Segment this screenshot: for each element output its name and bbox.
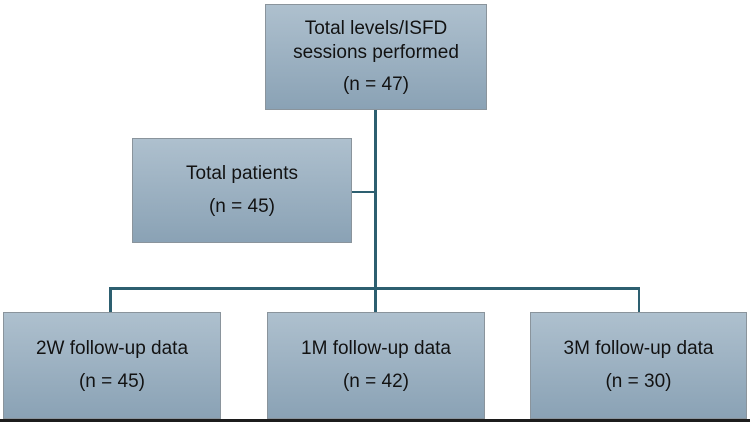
figure-bottom-rule [0, 419, 750, 422]
node-total-sessions: Total levels/ISFD sessions performed (n … [265, 4, 487, 110]
connector-right-drop [637, 287, 640, 313]
node-total-patients-label: Total patients [186, 163, 298, 185]
node-followup-1m-n: (n = 42) [342, 371, 409, 392]
node-followup-2w-label: 2W follow-up data [35, 338, 189, 360]
node-total-sessions-n: (n = 47) [342, 74, 409, 96]
node-total-sessions-label: Total levels/ISFD sessions performed [293, 17, 459, 63]
node-followup-1m-label: 1M follow-up data [301, 338, 451, 360]
connector-left-drop [109, 287, 112, 313]
connector-main-vertical [374, 110, 377, 313]
node-followup-2w: 2W follow-up data (n = 45) [3, 312, 221, 419]
node-followup-3m-label: 3M follow-up data [563, 338, 714, 360]
node-followup-2w-n: (n = 45) [78, 371, 145, 392]
connector-patients-stub [352, 190, 375, 193]
node-followup-3m: 3M follow-up data (n = 30) [530, 312, 747, 419]
node-followup-1m: 1M follow-up data (n = 42) [267, 312, 485, 419]
node-total-patients: Total patients (n = 45) [132, 138, 352, 243]
node-total-patients-n: (n = 45) [208, 196, 275, 217]
connector-branch-horizontal [109, 287, 640, 290]
node-followup-3m-n: (n = 30) [605, 371, 672, 392]
